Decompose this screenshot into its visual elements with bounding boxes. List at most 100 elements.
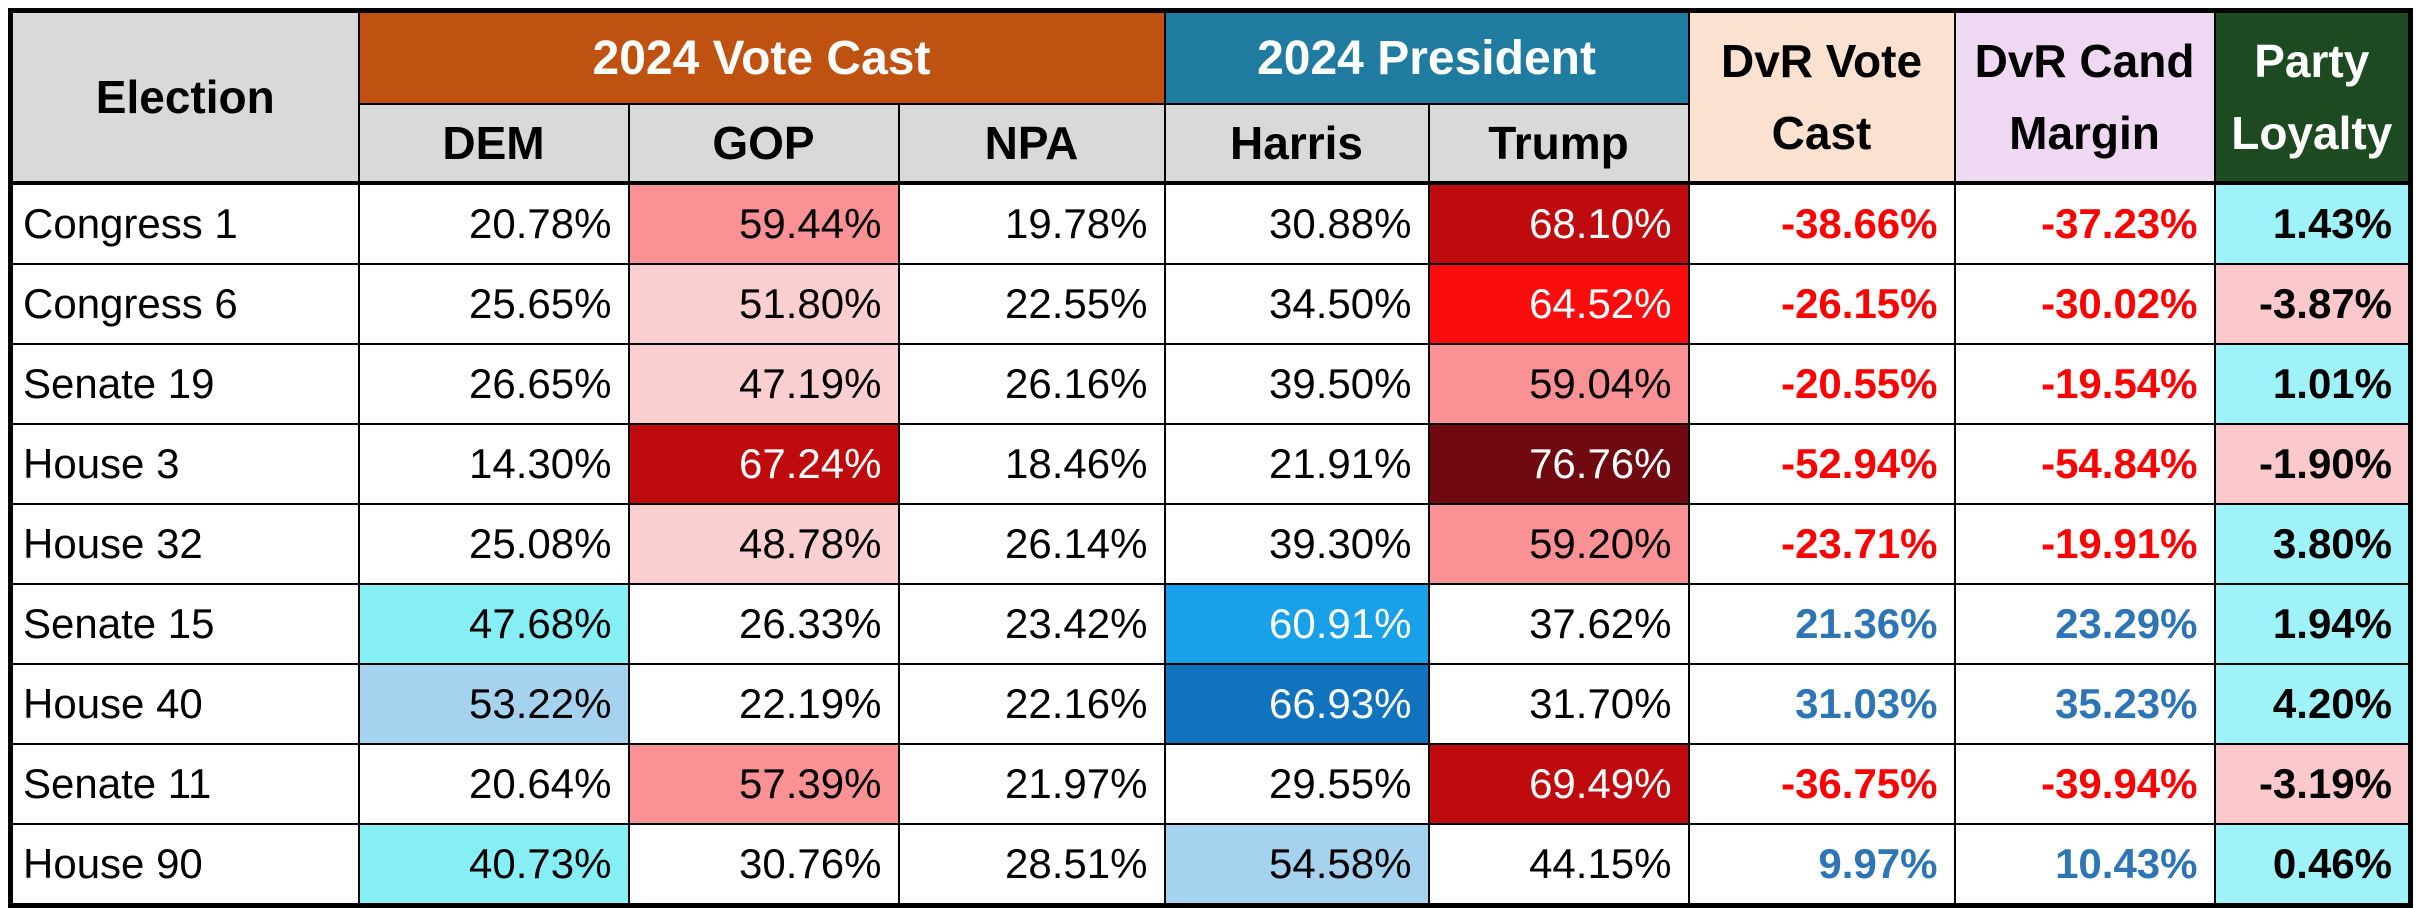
table-row: Congress 6 25.65% 51.80% 22.55% 34.50% 64.52%… bbox=[9, 263, 2412, 345]
cell-party-loyalty: -3.87% bbox=[2213, 263, 2412, 345]
header-dvr-vote-cast-lines: DvR Vote Cast bbox=[1691, 38, 1953, 156]
cell-dvr-vote-cast: -23.71% bbox=[1687, 503, 1956, 585]
cell-harris: 60.91% bbox=[1163, 583, 1430, 665]
header-party-loyalty-lines: Party Loyalty bbox=[2217, 38, 2408, 156]
cell-dvr-vote-cast: -20.55% bbox=[1687, 343, 1956, 425]
cell-dem: 25.08% bbox=[357, 503, 630, 585]
cell-dvr-cand-margin: -37.23% bbox=[1953, 181, 2216, 265]
table-row: House 3 14.30% 67.24% 18.46% 21.91% 76.76% -52… bbox=[9, 423, 2412, 505]
cell-npa: 26.16% bbox=[897, 343, 1166, 425]
cell-election: House 32 bbox=[9, 503, 360, 585]
election-results-table: Election 2024 Vote Cast 2024 President D… bbox=[8, 8, 2414, 908]
cell-party-loyalty: -1.90% bbox=[2213, 423, 2412, 505]
cell-trump: 31.70% bbox=[1427, 663, 1690, 745]
table-row: House 32 25.08% 48.78% 26.14% 39.30% 59.20% -2… bbox=[9, 503, 2412, 585]
cell-party-loyalty: 0.46% bbox=[2213, 823, 2412, 907]
header-dvr-vote-line1: DvR Vote bbox=[1720, 35, 1923, 87]
cell-npa: 22.16% bbox=[897, 663, 1166, 745]
cell-dvr-cand-margin: -39.94% bbox=[1953, 743, 2216, 825]
cell-dem: 20.78% bbox=[357, 181, 630, 265]
cell-gop: 47.19% bbox=[627, 343, 900, 425]
header-dvr-cand-margin-lines: DvR Cand Margin bbox=[1957, 38, 2213, 156]
cell-election: House 90 bbox=[9, 823, 360, 907]
header-sub-row: DEM GOP NPA Harris Trump bbox=[11, 103, 2411, 184]
header-harris: Harris bbox=[1163, 103, 1430, 184]
cell-election: Congress 1 bbox=[9, 181, 360, 265]
cell-dvr-vote-cast: 31.03% bbox=[1687, 663, 1956, 745]
cell-gop: 67.24% bbox=[627, 423, 900, 505]
cell-gop: 30.76% bbox=[627, 823, 900, 907]
cell-dvr-vote-cast: -38.66% bbox=[1687, 181, 1956, 265]
cell-dvr-vote-cast: 9.97% bbox=[1687, 823, 1956, 907]
table-body: Congress 1 20.78% 59.44% 19.78% 30.88% 68.10%… bbox=[9, 181, 2412, 907]
cell-gop: 22.19% bbox=[627, 663, 900, 745]
cell-trump: 64.52% bbox=[1427, 263, 1690, 345]
cell-gop: 26.33% bbox=[627, 583, 900, 665]
header-dvr-vote-line2: Cast bbox=[1771, 107, 1872, 159]
cell-harris: 29.55% bbox=[1163, 743, 1430, 825]
header-dvr-cand-line2: Margin bbox=[2009, 107, 2160, 159]
header-dvr-vote-cast: DvR Vote Cast bbox=[1687, 9, 1956, 184]
cell-harris: 34.50% bbox=[1163, 263, 1430, 345]
cell-trump: 59.04% bbox=[1427, 343, 1690, 425]
cell-dvr-cand-margin: 35.23% bbox=[1953, 663, 2216, 745]
cell-election: Congress 6 bbox=[9, 263, 360, 345]
cell-npa: 18.46% bbox=[897, 423, 1166, 505]
header-group-vote-cast: 2024 Vote Cast bbox=[357, 9, 1166, 105]
cell-npa: 26.14% bbox=[897, 503, 1166, 585]
cell-dvr-vote-cast: -36.75% bbox=[1687, 743, 1956, 825]
cell-trump: 44.15% bbox=[1427, 823, 1690, 907]
cell-dem: 47.68% bbox=[357, 583, 630, 665]
cell-dvr-vote-cast: 21.36% bbox=[1687, 583, 1956, 665]
cell-npa: 21.97% bbox=[897, 743, 1166, 825]
cell-party-loyalty: -3.19% bbox=[2213, 743, 2412, 825]
cell-dem: 20.64% bbox=[357, 743, 630, 825]
cell-gop: 48.78% bbox=[627, 503, 900, 585]
cell-gop: 59.44% bbox=[627, 181, 900, 265]
table-row: House 90 40.73% 30.76% 28.51% 54.58% 44.15% 9.… bbox=[9, 823, 2412, 907]
cell-dem: 53.22% bbox=[357, 663, 630, 745]
cell-election: Senate 11 bbox=[9, 743, 360, 825]
header-trump: Trump bbox=[1427, 103, 1690, 184]
cell-harris: 54.58% bbox=[1163, 823, 1430, 907]
cell-election: House 3 bbox=[9, 423, 360, 505]
cell-trump: 68.10% bbox=[1427, 181, 1690, 265]
table-row: Senate 11 20.64% 57.39% 21.97% 29.55% 69.49% -… bbox=[9, 743, 2412, 825]
cell-harris: 66.93% bbox=[1163, 663, 1430, 745]
cell-dvr-vote-cast: -52.94% bbox=[1687, 423, 1956, 505]
cell-dvr-cand-margin: -30.02% bbox=[1953, 263, 2216, 345]
cell-gop: 51.80% bbox=[627, 263, 900, 345]
table-row: Senate 19 26.65% 47.19% 26.16% 39.50% 59.04% -… bbox=[9, 343, 2412, 425]
cell-party-loyalty: 1.94% bbox=[2213, 583, 2412, 665]
table-row: House 40 53.22% 22.19% 22.16% 66.93% 31.70% 31… bbox=[9, 663, 2412, 745]
cell-dem: 14.30% bbox=[357, 423, 630, 505]
cell-dvr-cand-margin: -19.91% bbox=[1953, 503, 2216, 585]
cell-dvr-cand-margin: -54.84% bbox=[1953, 423, 2216, 505]
cell-dvr-cand-margin: 10.43% bbox=[1953, 823, 2216, 907]
cell-dvr-vote-cast: -26.15% bbox=[1687, 263, 1956, 345]
cell-dem: 40.73% bbox=[357, 823, 630, 907]
table-row: Congress 1 20.78% 59.44% 19.78% 30.88% 68.10%… bbox=[9, 181, 2412, 265]
cell-npa: 19.78% bbox=[897, 181, 1166, 265]
cell-trump: 37.62% bbox=[1427, 583, 1690, 665]
cell-trump: 76.76% bbox=[1427, 423, 1690, 505]
header-dvr-cand-margin: DvR Cand Margin bbox=[1953, 9, 2216, 184]
header-party-loyalty: Party Loyalty bbox=[2213, 9, 2412, 184]
header-group-president: 2024 President bbox=[1163, 9, 1690, 105]
table-row: Senate 15 47.68% 26.33% 23.42% 60.91% 37.62% 2… bbox=[9, 583, 2412, 665]
header-npa: NPA bbox=[897, 103, 1166, 184]
election-results-table-wrap: Election 2024 Vote Cast 2024 President D… bbox=[8, 8, 2414, 908]
header-election: Election bbox=[9, 9, 360, 184]
table-header: Election 2024 Vote Cast 2024 President D… bbox=[9, 9, 2412, 184]
cell-party-loyalty: 1.43% bbox=[2213, 181, 2412, 265]
header-party-line2: Loyalty bbox=[2231, 107, 2393, 159]
header-party-line1: Party bbox=[2254, 35, 2370, 87]
header-dem: DEM bbox=[357, 103, 630, 184]
header-gop: GOP bbox=[627, 103, 900, 184]
cell-election: House 40 bbox=[9, 663, 360, 745]
cell-dem: 25.65% bbox=[357, 263, 630, 345]
cell-party-loyalty: 4.20% bbox=[2213, 663, 2412, 745]
cell-party-loyalty: 1.01% bbox=[2213, 343, 2412, 425]
header-dvr-cand-line1: DvR Cand bbox=[1974, 35, 2195, 87]
cell-harris: 30.88% bbox=[1163, 181, 1430, 265]
